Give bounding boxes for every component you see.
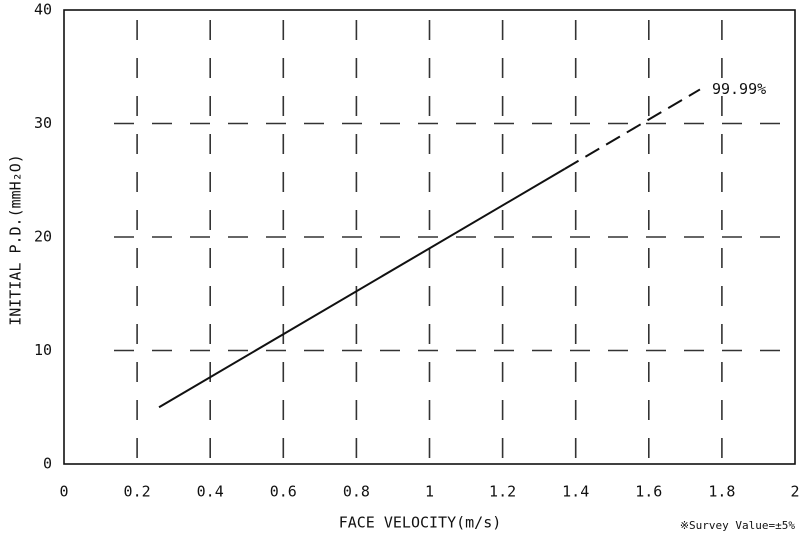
x-tick-label: 1.8 (708, 483, 735, 501)
x-tick-label: 0 (59, 483, 68, 501)
x-tick-label: 1.4 (562, 483, 589, 501)
series-label: 99.99% (712, 80, 766, 98)
data-line (564, 88, 701, 170)
y-tick-label: 30 (34, 114, 52, 132)
note: ※Survey Value=±5% (680, 519, 796, 532)
x-tick-label: 1 (425, 483, 434, 501)
x-tick-label: 0.4 (197, 483, 224, 501)
plot-frame (63, 9, 796, 465)
x-tick-label: 2 (790, 483, 799, 501)
y-tick-label: 10 (34, 341, 52, 359)
x-tick-label: 0.6 (270, 483, 297, 501)
data-line (158, 168, 566, 409)
y-tick-label: 40 (34, 1, 52, 19)
x-tick-label: 0.2 (124, 483, 151, 501)
x-tick-label: 1.6 (635, 483, 662, 501)
x-tick-label: 1.2 (489, 483, 516, 501)
y-tick-label: 20 (34, 228, 52, 246)
x-axis-label: FACE VELOCITY(m/s) (339, 514, 502, 532)
x-tick-label: 0.8 (343, 483, 370, 501)
y-tick-label: 0 (43, 455, 52, 473)
y-axis-label: INITIAL P.D.(mmH₂O) (7, 154, 25, 326)
